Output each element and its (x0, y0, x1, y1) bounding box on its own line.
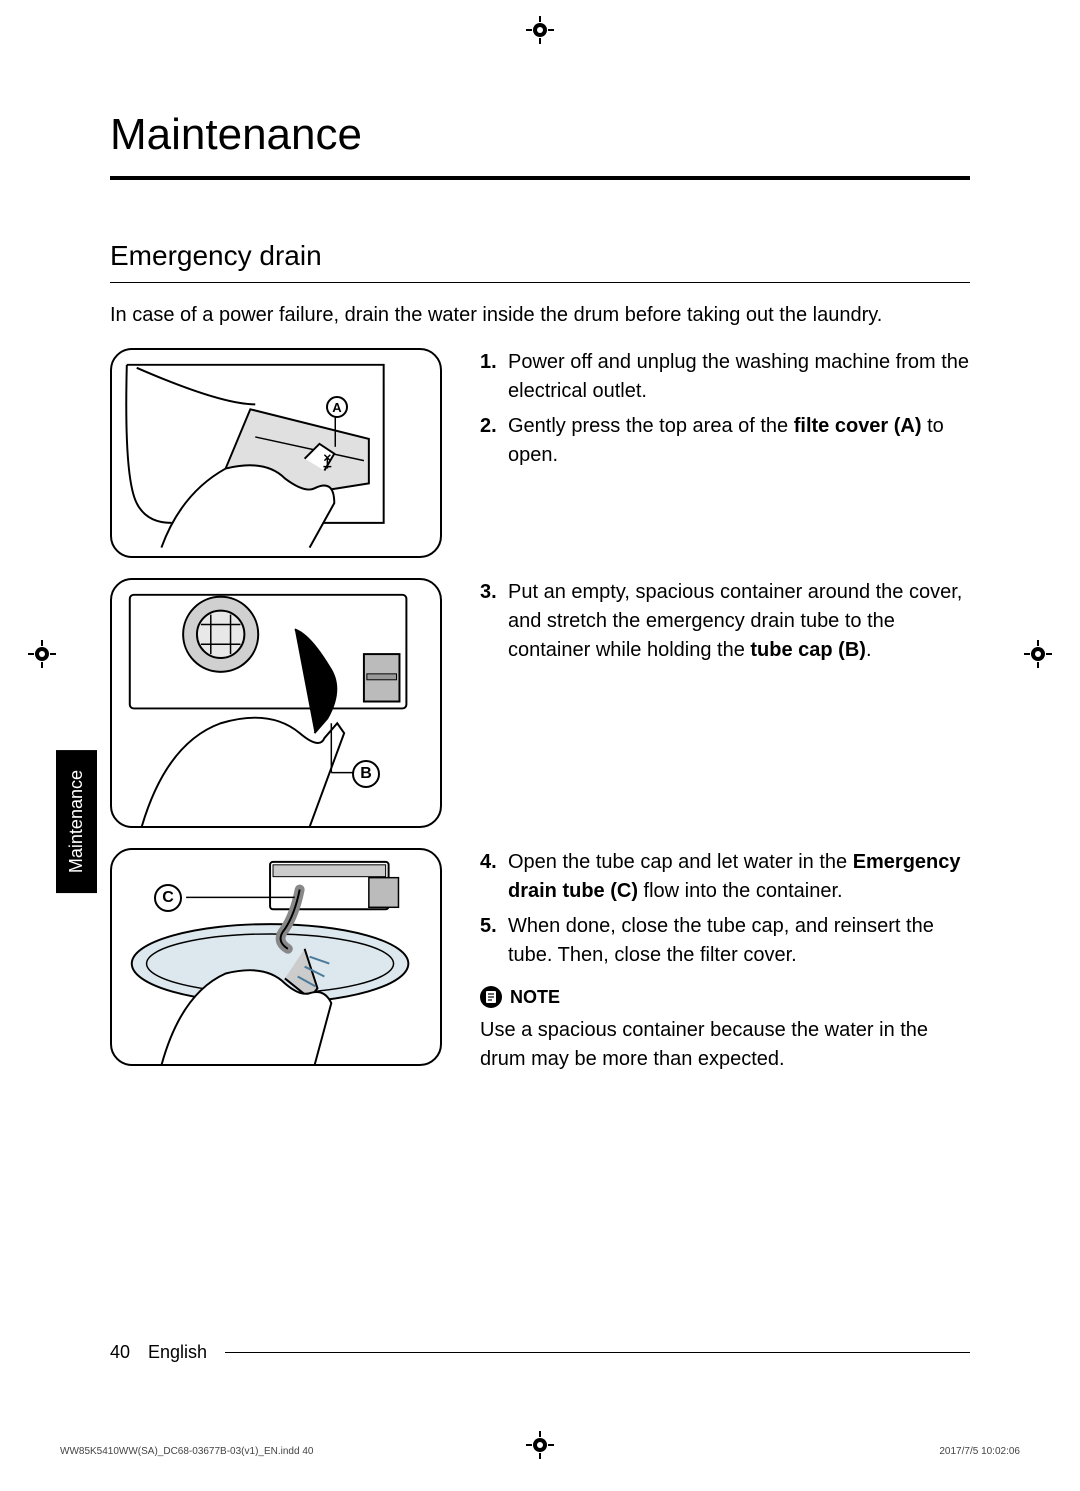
figure-a: A (110, 348, 442, 558)
section-subtitle: Emergency drain (110, 240, 970, 283)
figure-c: C (110, 848, 442, 1066)
instruction-block: C 4. Open the tube cap and let water in … (110, 848, 970, 1074)
step-text: Put an empty, spacious container around … (508, 578, 970, 665)
instruction-block: A 1. Power off and unplug the washing ma… (110, 348, 970, 558)
step-item: 1. Power off and unplug the washing mach… (480, 348, 970, 406)
page-language: English (148, 1342, 207, 1363)
callout-label: C (154, 884, 182, 912)
step-item: 4. Open the tube cap and let water in th… (480, 848, 970, 906)
step-item: 3. Put an empty, spacious container arou… (480, 578, 970, 665)
page-number: 40 (110, 1342, 130, 1363)
footer-divider (225, 1352, 970, 1353)
note-text: Use a spacious container because the wat… (480, 1016, 970, 1074)
steps-list: 4. Open the tube cap and let water in th… (480, 848, 970, 1074)
callout-label: A (326, 396, 348, 418)
instruction-block: B 3. Put an empty, spacious container ar… (110, 578, 970, 828)
step-number: 4. (480, 848, 508, 906)
step-number: 5. (480, 912, 508, 970)
step-number: 3. (480, 578, 508, 665)
registration-mark-icon (28, 640, 56, 668)
step-item: 2. Gently press the top area of the filt… (480, 412, 970, 470)
print-filename: WW85K5410WW(SA)_DC68-03677B-03(v1)_EN.in… (60, 1446, 313, 1457)
step-number: 2. (480, 412, 508, 470)
steps-list: 3. Put an empty, spacious container arou… (480, 578, 970, 828)
registration-mark-icon (526, 1431, 554, 1459)
page-content: Maintenance Maintenance Emergency drain … (110, 110, 970, 1331)
page-title: Maintenance (110, 110, 970, 180)
callout-label: B (352, 760, 380, 788)
figure-b: B (110, 578, 442, 828)
registration-mark-icon (1024, 640, 1052, 668)
step-text: Open the tube cap and let water in the E… (508, 848, 970, 906)
step-number: 1. (480, 348, 508, 406)
step-text: When done, close the tube cap, and reins… (508, 912, 970, 970)
step-text: Gently press the top area of the filte c… (508, 412, 970, 470)
registration-mark-icon (526, 16, 554, 44)
section-tab: Maintenance (56, 750, 97, 893)
step-text: Power off and unplug the washing machine… (508, 348, 970, 406)
note-label: NOTE (510, 984, 560, 1010)
note-heading: NOTE (480, 984, 970, 1010)
page-footer: 40 English (110, 1342, 970, 1363)
step-item: 5. When done, close the tube cap, and re… (480, 912, 970, 970)
intro-text: In case of a power failure, drain the wa… (110, 301, 970, 330)
steps-list: 1. Power off and unplug the washing mach… (480, 348, 970, 558)
print-timestamp: 2017/7/5 10:02:06 (939, 1446, 1020, 1457)
note-icon (480, 986, 502, 1008)
